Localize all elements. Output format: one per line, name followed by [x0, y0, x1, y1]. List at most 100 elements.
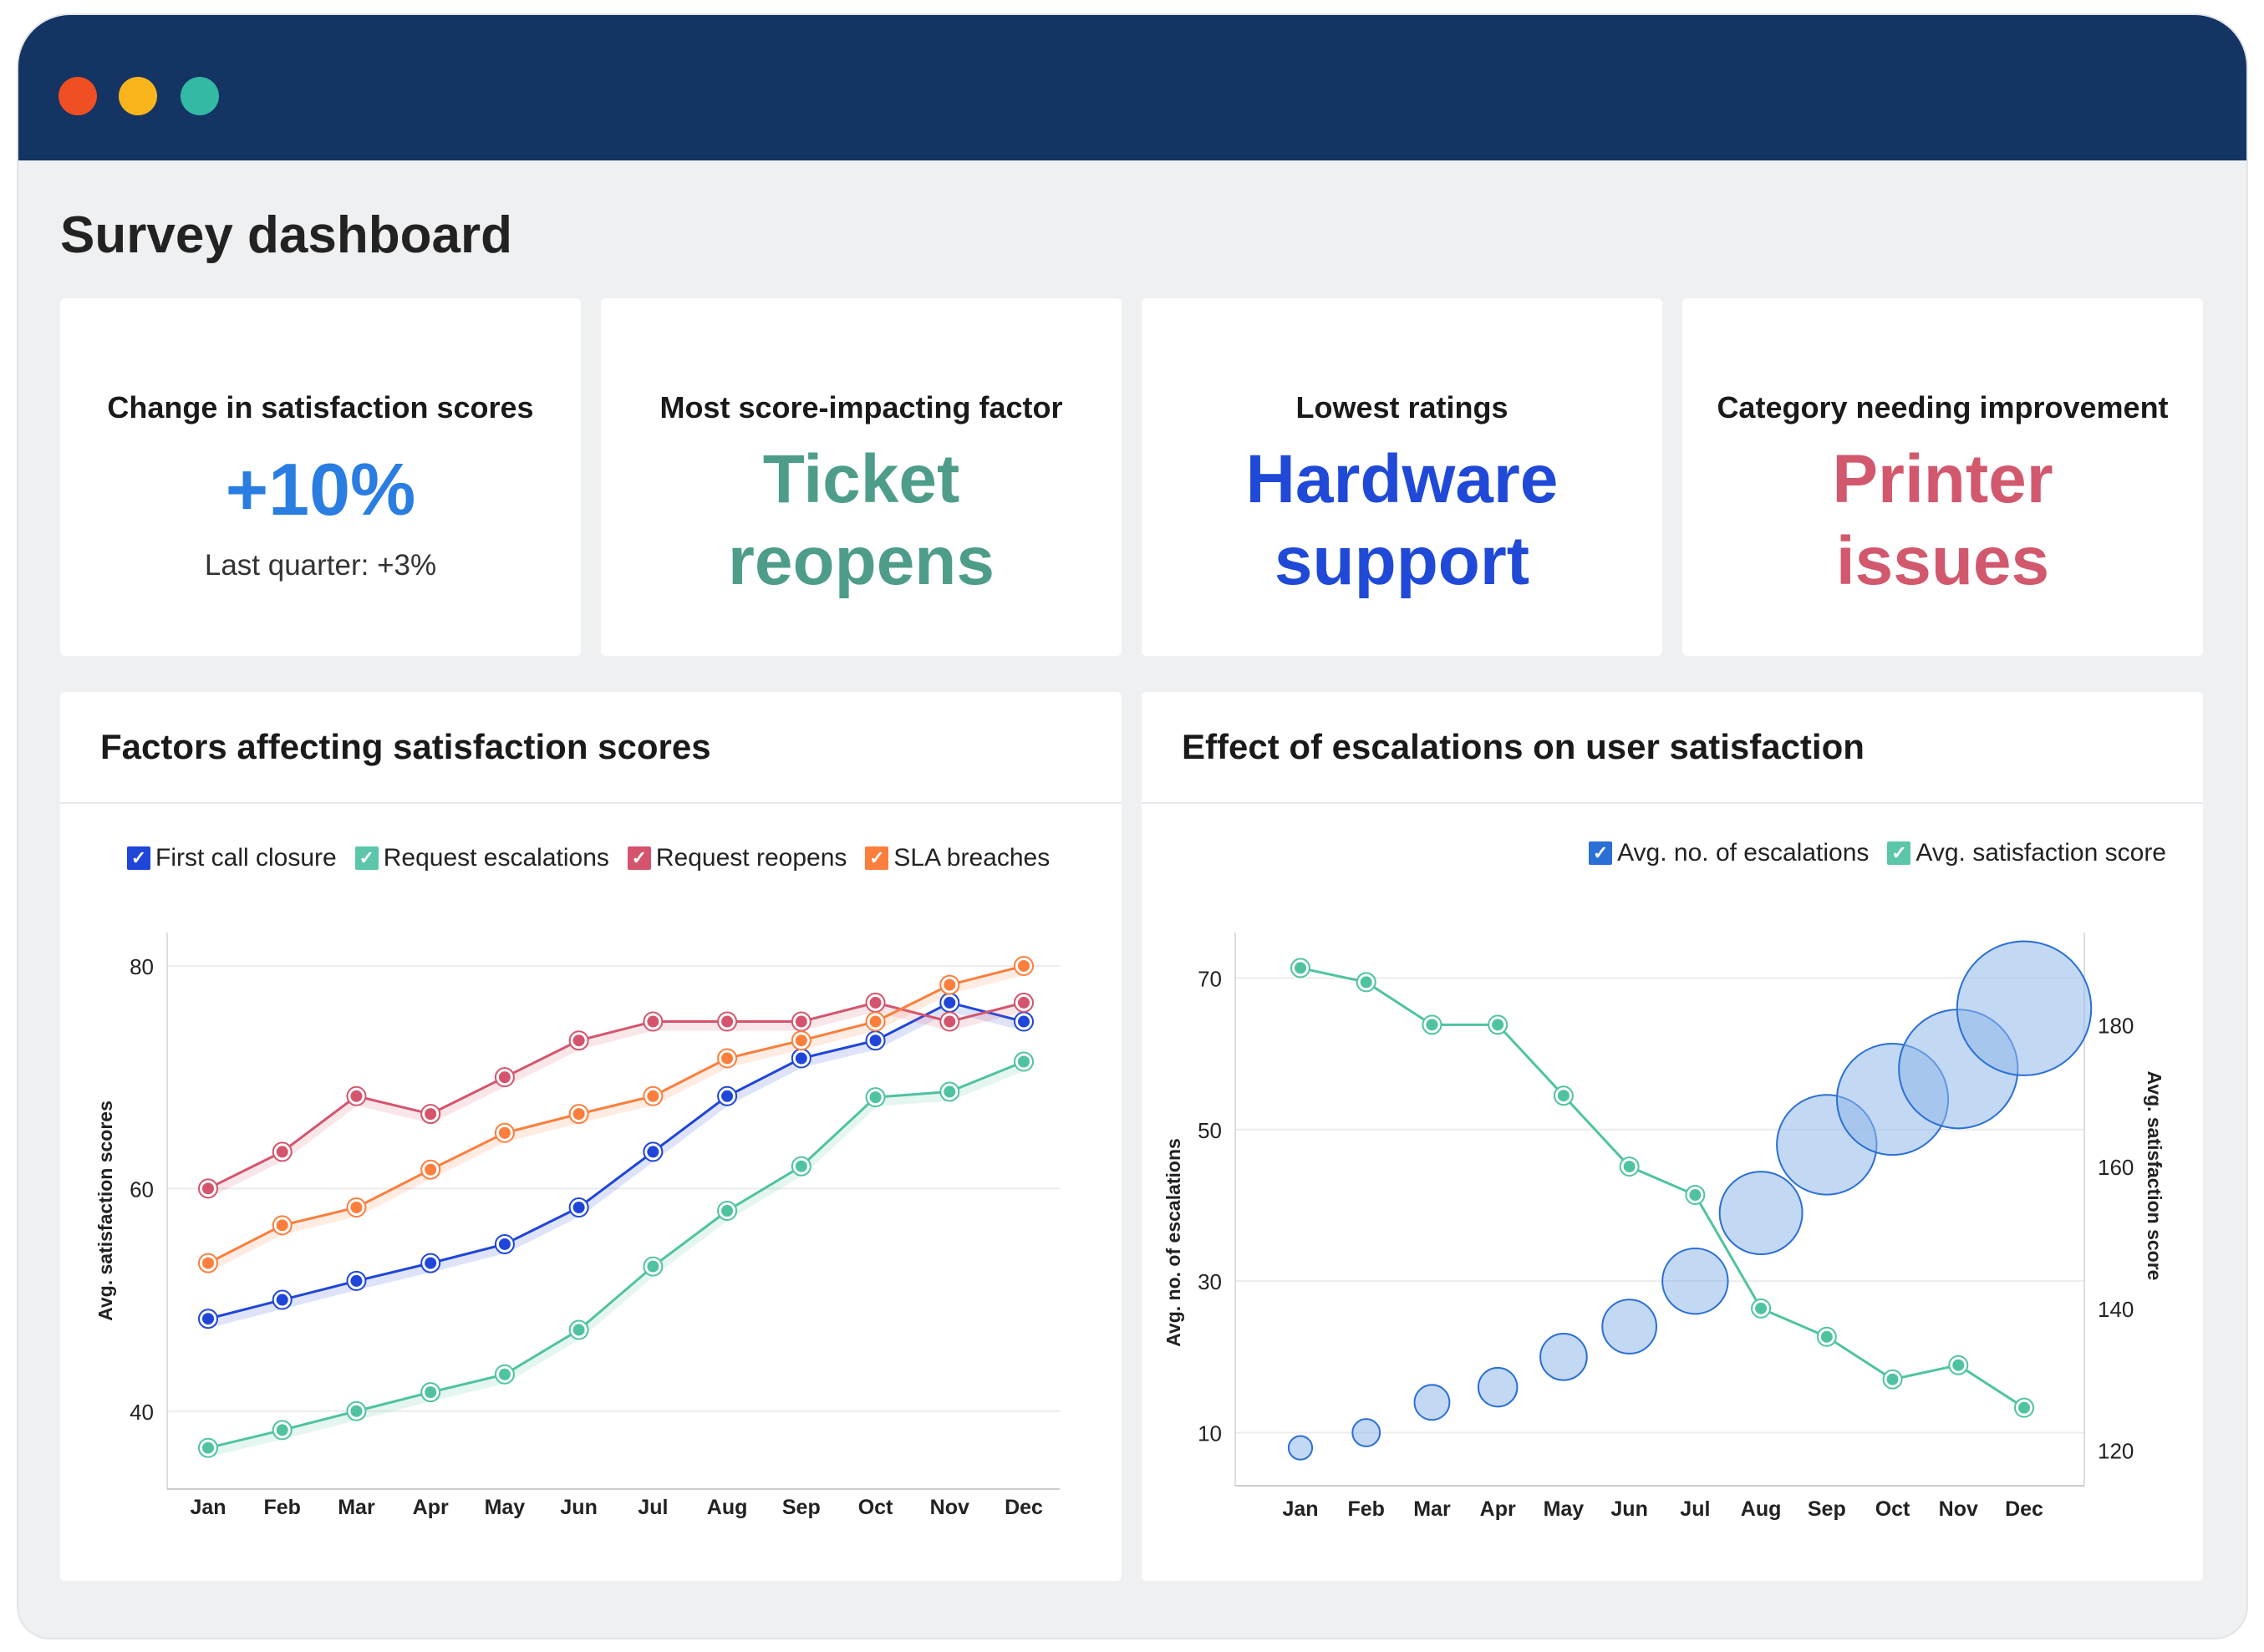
checkbox-checked-icon[interactable]: ✓ — [127, 846, 150, 870]
kpi-card-impacting-factor: Most score-impacting factor Ticket reopen… — [601, 298, 1122, 656]
data-point — [721, 1205, 734, 1217]
y-right-tick-label: 140 — [2098, 1297, 2134, 1322]
series-line — [207, 1060, 1025, 1450]
data-point — [498, 1368, 511, 1380]
x-tick-label: Jan — [1282, 1497, 1318, 1521]
card-value-line: issues — [1835, 523, 2050, 599]
data-point — [795, 1160, 807, 1172]
data-point — [350, 1202, 363, 1214]
y-right-tick-label: 180 — [2098, 1013, 2134, 1038]
legend-item-escalations[interactable]: ✓ Avg. no. of escalations — [1589, 839, 1869, 867]
x-tick-label: May — [485, 1496, 526, 1519]
data-point — [498, 1238, 511, 1250]
data-point — [1755, 1302, 1768, 1314]
data-point — [350, 1405, 363, 1417]
x-tick-label: Oct — [858, 1496, 893, 1519]
x-tick-label: Feb — [1348, 1497, 1385, 1521]
checkbox-checked-icon[interactable]: ✓ — [1589, 841, 1613, 865]
data-point — [425, 1386, 437, 1399]
card-value-line: reopens — [728, 523, 995, 599]
data-point — [276, 1294, 288, 1306]
x-tick-label: Nov — [1939, 1497, 1978, 1521]
kpi-card-satisfaction-change: Change in satisfaction scores +10% Last … — [60, 298, 581, 656]
x-tick-label: Dec — [2005, 1497, 2043, 1521]
escalation-bubble — [1601, 1299, 1657, 1355]
y-tick-label: 40 — [130, 1400, 154, 1425]
minimize-window-button[interactable] — [119, 77, 157, 115]
card-label: Change in satisfaction scores — [107, 390, 534, 424]
checkbox-checked-icon[interactable]: ✓ — [1887, 841, 1911, 865]
data-point — [1623, 1161, 1636, 1173]
checkbox-checked-icon[interactable]: ✓ — [354, 846, 379, 870]
escalations-bubble-chart: 10 30 50 70 120 140 160 180 Jan Feb Mar Apr May Jun Ju… — [1163, 933, 2165, 1521]
data-point — [647, 1090, 659, 1102]
chart-title: Effect of escalations on user satisfacti… — [1182, 727, 1865, 766]
data-point — [425, 1257, 437, 1269]
close-window-button[interactable] — [59, 77, 97, 115]
escalation-bubble — [1539, 1333, 1588, 1381]
x-tick-label: Dec — [1005, 1496, 1043, 1519]
y-axis-label: Avg. satisfaction scores — [94, 1100, 116, 1321]
escalations-chart-panel: Effect of escalations on user satisfacti… — [1142, 692, 2203, 1581]
data-point — [795, 1052, 807, 1065]
card-value-line: Hardware — [1245, 441, 1559, 517]
title-bar — [18, 15, 2246, 160]
series-line — [207, 1001, 1025, 1190]
legend-label: Avg. no. of escalations — [1617, 839, 1870, 867]
data-point — [350, 1274, 363, 1287]
legend-item-request-escalations[interactable]: ✓ Request escalations — [354, 844, 609, 872]
x-tick-label: Aug — [1741, 1497, 1782, 1521]
data-point — [1557, 1090, 1570, 1102]
legend-item-request-reopens[interactable]: ✓ Request reopens — [627, 844, 847, 872]
x-tick-label: Sep — [782, 1496, 821, 1519]
divider — [60, 802, 1122, 804]
kpi-card-lowest-ratings: Lowest ratings Hardware support — [1142, 298, 1662, 656]
legend-label: First call closure — [155, 844, 337, 872]
data-point — [647, 1260, 659, 1273]
card-value: Hardware support — [1142, 439, 1662, 602]
kpi-card-improvement-category: Category needing improvement Printer issu… — [1682, 298, 2203, 656]
x-tick-label: Jun — [1610, 1497, 1647, 1521]
x-tick-label: Jul — [1680, 1497, 1710, 1521]
data-point — [1886, 1373, 1899, 1385]
legend-item-satisfaction-score[interactable]: ✓ Avg. satisfaction score — [1887, 839, 2166, 867]
x-tick-label: May — [1544, 1497, 1585, 1521]
card-subtext: Last quarter: +3% — [204, 549, 437, 582]
x-tick-label: Jun — [560, 1496, 597, 1519]
data-point — [1492, 1019, 1504, 1031]
data-point — [276, 1219, 288, 1232]
escalation-bubble — [1718, 1171, 1804, 1255]
data-point — [425, 1163, 437, 1176]
data-point — [944, 1015, 956, 1028]
legend-item-sla-breaches[interactable]: ✓ SLA breaches — [865, 844, 1050, 872]
x-tick-label: Mar — [338, 1496, 375, 1519]
data-point — [795, 1015, 807, 1028]
y-right-tick-label: 120 — [2098, 1439, 2134, 1464]
card-label: Category needing improvement — [1717, 390, 2169, 424]
card-value: +10% — [225, 448, 416, 531]
data-point — [647, 1146, 659, 1158]
data-point — [1018, 1015, 1030, 1028]
checkbox-checked-icon[interactable]: ✓ — [627, 846, 651, 870]
series-line — [207, 1001, 1025, 1320]
legend-label: Request reopens — [655, 844, 847, 872]
card-value-line: support — [1274, 523, 1530, 599]
factors-chart-panel: Factors affecting satisfaction scores ✓ F… — [60, 692, 1122, 1581]
chart-title: Factors affecting satisfaction scores — [100, 727, 711, 766]
x-tick-label: Mar — [1413, 1497, 1451, 1521]
legend-item-first-call-closure[interactable]: ✓ First call closure — [127, 844, 337, 872]
data-point — [944, 996, 956, 1009]
y-tick-label: 60 — [130, 1177, 154, 1202]
series-glow — [206, 967, 1025, 1273]
page-title: Survey dashboard — [60, 206, 512, 264]
y-left-axis-label: Avg. no. of escalations — [1163, 1138, 1184, 1347]
x-tick-label: Apr — [1480, 1497, 1516, 1521]
y-left-tick-label: 70 — [1198, 966, 1222, 991]
series-glow — [206, 1003, 1025, 1197]
checkbox-checked-icon[interactable]: ✓ — [865, 846, 889, 870]
y-left-tick-label: 10 — [1198, 1421, 1222, 1446]
maximize-window-button[interactable] — [181, 77, 219, 115]
chart-legend: ✓ Avg. no. of escalations ✓ Avg. satisfact… — [1589, 839, 2166, 867]
x-tick-label: Feb — [264, 1496, 301, 1519]
data-point — [1689, 1189, 1702, 1202]
